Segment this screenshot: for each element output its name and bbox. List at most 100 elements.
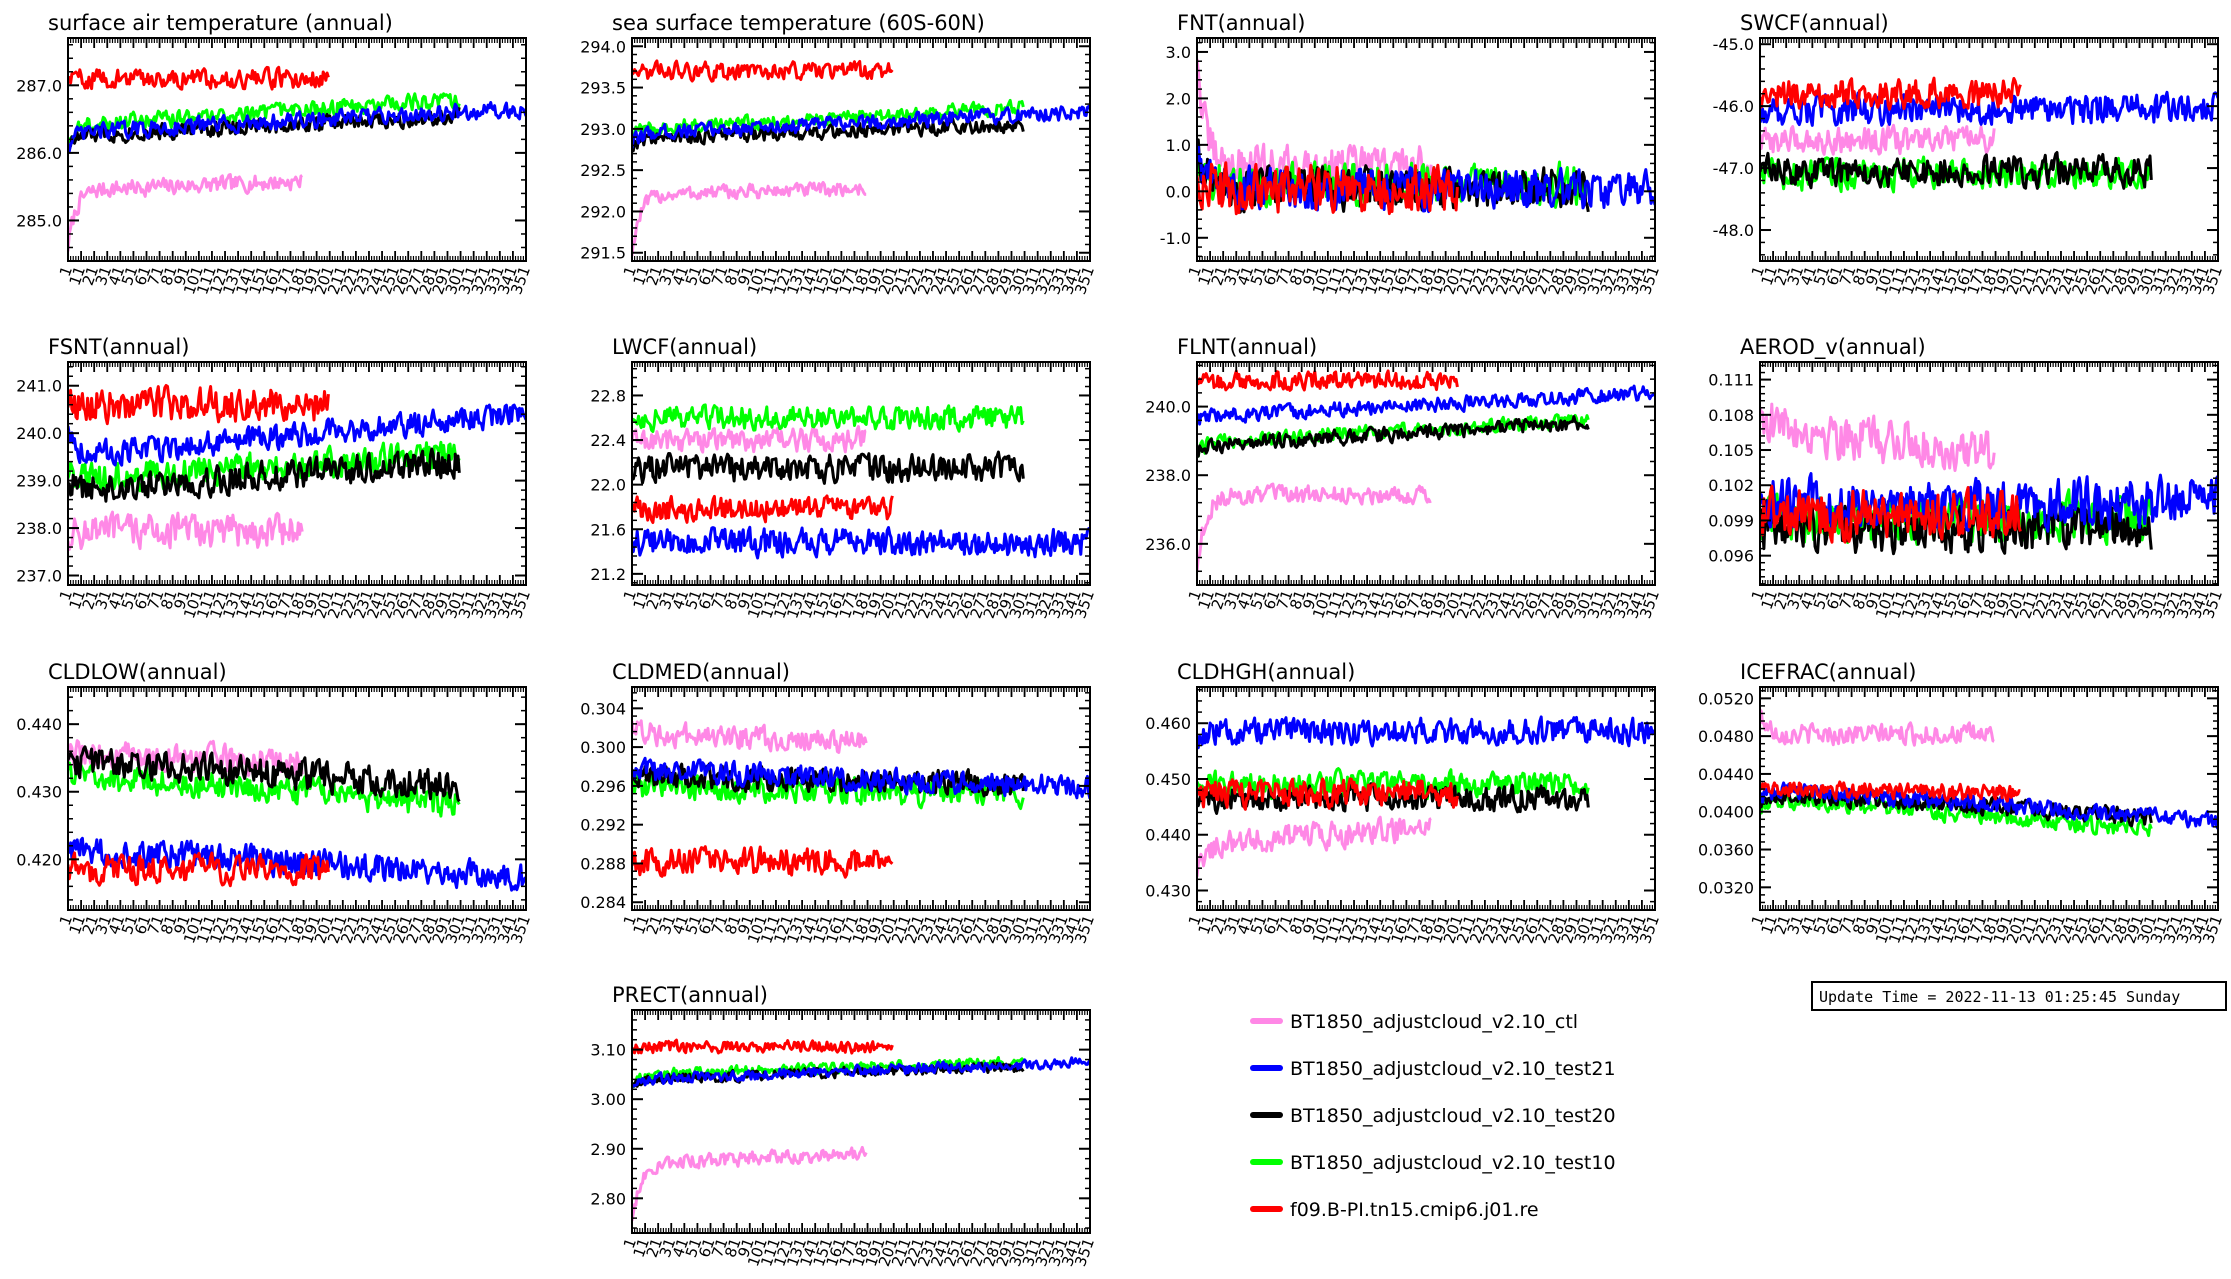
x-tick-label: 91 <box>1862 264 1885 288</box>
panel-title: FSNT(annual) <box>48 335 189 359</box>
series-line-f09.B-PI.tn15.cmip6.j01.re <box>68 65 330 91</box>
y-tick-label: 22.4 <box>590 431 626 450</box>
x-tick-label: 21 <box>79 913 102 937</box>
x-tick-label: 91 <box>1299 588 1322 612</box>
x-tick-label: 21 <box>643 264 666 288</box>
x-tick-label: 71 <box>144 913 167 937</box>
series-group <box>68 739 526 892</box>
panel-title: surface air temperature (annual) <box>48 11 393 35</box>
panel-title: CLDMED(annual) <box>612 660 790 684</box>
series-line-BT1850_adjustcloud_v2.10_ctl <box>1760 123 1996 156</box>
x-tick-label: 71 <box>1836 264 1859 288</box>
x-tick-label: 21 <box>79 588 102 612</box>
plot-frame <box>1196 37 1656 262</box>
series-line-BT1850_adjustcloud_v2.10_test21 <box>1760 90 2218 127</box>
x-tick-label: 81 <box>157 264 180 288</box>
y-tick-label: 0.288 <box>580 854 626 873</box>
y-tick-label: 21.6 <box>590 520 626 539</box>
panel-title: sea surface temperature (60S-60N) <box>612 11 985 35</box>
x-tick-label: 71 <box>708 588 731 612</box>
y-tick-label: 293.0 <box>580 120 626 139</box>
x-tick-label: 31 <box>92 588 115 612</box>
panel-7: AEROD_v(annual) 0.111 0.108 0.105 0.102 0.099… <box>1708 335 2226 621</box>
x-tick-label: 21 <box>79 264 102 288</box>
panel-3: SWCF(annual)-45.0-46.0-47.0-48.011121314… <box>1713 11 2226 297</box>
y-tick-label: 0.108 <box>1708 406 1754 425</box>
x-tick-label: 21 <box>1771 264 1794 288</box>
plot-frame <box>67 361 527 586</box>
x-tick-label: 11 <box>66 588 89 612</box>
y-tick-label: 0.296 <box>580 777 626 796</box>
y-tick-label: 21.2 <box>590 565 626 584</box>
series-line-f09.B-PI.tn15.cmip6.j01.re <box>632 845 894 879</box>
x-tick-label: 11 <box>1758 588 1781 612</box>
panel-9: CLDMED(annual) 0.304 0.300 0.296 0.292 0.288 0… <box>580 660 1098 946</box>
x-tick-label: 41 <box>1234 588 1257 612</box>
y-tick-label: 22.8 <box>590 386 626 405</box>
x-tick-label: 41 <box>105 264 128 288</box>
x-tick-label: 51 <box>1247 264 1270 288</box>
x-tick-label: 71 <box>1273 588 1296 612</box>
x-tick-label: 51 <box>682 588 705 612</box>
y-tick-label: 0.304 <box>580 699 626 718</box>
y-tick-label: 238.0 <box>1145 466 1191 485</box>
x-tick-label: 31 <box>1784 588 1807 612</box>
series-line-BT1850_adjustcloud_v2.10_ctl <box>68 173 303 252</box>
series-line-BT1850_adjustcloud_v2.10_test21 <box>1197 384 1655 426</box>
series-line-BT1850_adjustcloud_v2.10_test21 <box>632 756 1090 800</box>
y-tick-label: 239.0 <box>16 472 62 491</box>
panel-title: SWCF(annual) <box>1740 11 1889 35</box>
x-tick-label: 21 <box>1771 588 1794 612</box>
x-tick-label: 51 <box>682 264 705 288</box>
panel-0: surface air temperature (annual) 287.0 286… <box>16 11 534 297</box>
y-tick-label: 293.5 <box>580 79 626 98</box>
x-tick-label: 11 <box>66 913 89 937</box>
x-tick-label: 31 <box>1221 588 1244 612</box>
x-tick-label: 31 <box>656 588 679 612</box>
panel-8: CLDLOW(annual)0.4400.4300.42011121314151… <box>16 660 534 946</box>
series-group <box>632 59 1090 256</box>
series-line-f09.B-PI.tn15.cmip6.j01.re <box>68 384 330 426</box>
x-tick-label: 91 <box>734 588 757 612</box>
x-tick-label: 41 <box>105 588 128 612</box>
x-tick-label: 11 <box>630 264 653 288</box>
series-line-BT1850_adjustcloud_v2.10_ctl <box>632 425 867 454</box>
y-tick-label: 0.284 <box>580 893 626 912</box>
series-line-BT1850_adjustcloud_v2.10_test20 <box>1760 151 2153 190</box>
x-tick-label: 91 <box>1299 264 1322 288</box>
series-line-f09.B-PI.tn15.cmip6.j01.re <box>1760 76 2022 111</box>
x-tick-label: 51 <box>118 588 141 612</box>
series-line-BT1850_adjustcloud_v2.10_ctl <box>1197 482 1432 573</box>
x-tick-label: 51 <box>1810 588 1833 612</box>
y-tick-label: 237.0 <box>16 567 62 586</box>
series-line-BT1850_adjustcloud_v2.10_test21 <box>68 101 526 153</box>
series-line-BT1850_adjustcloud_v2.10_test20 <box>632 117 1025 153</box>
x-tick-label: 31 <box>1784 264 1807 288</box>
y-tick-label: 0.096 <box>1708 547 1754 566</box>
y-tick-label: -45.0 <box>1713 35 1754 54</box>
series-line-f09.B-PI.tn15.cmip6.j01.re <box>632 494 894 524</box>
panel-title: AEROD_v(annual) <box>1740 335 1926 360</box>
y-tick-label: -47.0 <box>1713 159 1754 178</box>
y-tick-label: 291.5 <box>580 244 626 263</box>
series-group <box>632 719 1090 879</box>
panel-4: FSNT(annual)241.0240.0239.0238.0237.0111… <box>16 335 534 621</box>
series-line-f09.B-PI.tn15.cmip6.j01.re <box>1197 369 1459 392</box>
panel-2: FNT(annual)3.02.01.00.0-1.01112131415161… <box>1160 11 1663 297</box>
x-tick-label: 41 <box>669 588 692 612</box>
y-tick-label: 292.0 <box>580 202 626 221</box>
y-tick-label: 241.0 <box>16 377 62 396</box>
x-tick-label: 61 <box>131 913 154 937</box>
series-line-BT1850_adjustcloud_v2.10_test10 <box>68 761 461 818</box>
x-tick-label: 41 <box>669 264 692 288</box>
panel-title: CLDLOW(annual) <box>48 660 227 684</box>
y-tick-label: 0.0 <box>1166 182 1191 201</box>
series-line-BT1850_adjustcloud_v2.10_test10 <box>632 772 1025 810</box>
plot-frame <box>631 361 1091 586</box>
y-tick-label: 0.292 <box>580 816 626 835</box>
series-line-f09.B-PI.tn15.cmip6.j01.re <box>1760 484 2022 544</box>
series-line-BT1850_adjustcloud_v2.10_ctl <box>68 510 304 551</box>
x-tick-label: 61 <box>695 588 718 612</box>
panel-6: FLNT(annual)240.0238.0236.01112131415161… <box>1145 335 1663 621</box>
